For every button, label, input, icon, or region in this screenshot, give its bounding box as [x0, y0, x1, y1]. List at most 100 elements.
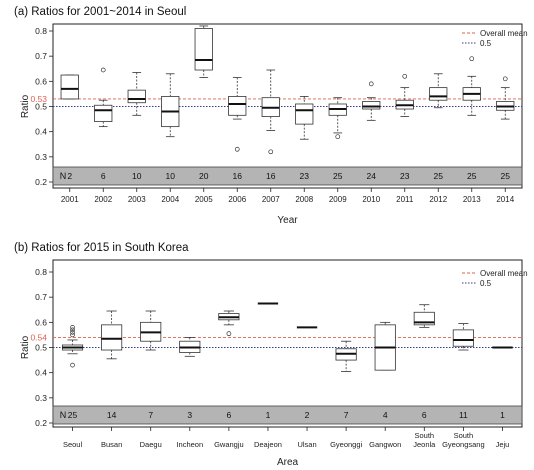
x-tick-label: 2004: [161, 195, 179, 204]
box-outlier: [70, 327, 75, 333]
x-tick-label: 2009: [329, 195, 347, 204]
n-count-label: 7: [148, 410, 153, 420]
n-strip-label: N: [60, 410, 67, 420]
box-outlier: [70, 330, 75, 335]
legend-reference-label: 0.5: [480, 279, 492, 288]
n-count-label: 25: [467, 171, 477, 181]
y-tick-label: 0.8: [35, 26, 47, 36]
legend-mean-label: Overall mean: [480, 29, 528, 38]
x-tick-label: Deajeon: [254, 440, 282, 449]
y-axis-label: Ratio: [20, 94, 31, 118]
x-tick-label: 2001: [61, 195, 79, 204]
x-tick-label: 2008: [295, 195, 313, 204]
n-count-label: 25: [68, 410, 78, 420]
box: [194, 28, 213, 71]
n-strip: [52, 405, 523, 425]
n-strip: [52, 166, 523, 186]
chart-panel-seoul: (a) Ratios for 2001~2014 in Seoul N 0.2 0.…: [14, 6, 528, 226]
y-tick-label: 0.3: [35, 152, 47, 162]
n-count-label: 6: [227, 410, 232, 420]
y-tick-label: 0.4: [35, 127, 47, 137]
box: [362, 101, 381, 110]
chart-title: (a) Ratios for 2001~2014 in Seoul: [14, 6, 187, 18]
y-tick-label: 0.8: [35, 267, 47, 277]
n-count-label: 2: [305, 410, 310, 420]
x-tick-label: Jeonla: [413, 440, 436, 449]
x-axis-label: Area: [277, 457, 299, 468]
box: [94, 104, 113, 123]
x-tick-label: South: [454, 431, 474, 440]
plot-frame: [52, 23, 523, 189]
box-outlier: [469, 56, 475, 62]
x-tick-label: 2011: [396, 195, 414, 204]
y-tick-label: 0.5: [35, 102, 47, 112]
box-outlier: [70, 332, 75, 338]
y-tick-label: 0.6: [35, 76, 47, 86]
box: [228, 96, 247, 116]
n-count-label: 4: [383, 410, 388, 420]
n-count-label: 2: [67, 171, 72, 181]
box: [429, 87, 448, 101]
x-tick-label: Gwangju: [214, 440, 244, 449]
x-tick-label: 2002: [94, 195, 112, 204]
x-tick-label: Daegu: [140, 440, 162, 449]
n-count-label: 16: [266, 171, 276, 181]
n-count-label: 23: [300, 171, 310, 181]
n-count-label: 25: [434, 171, 444, 181]
box-outlier: [335, 134, 341, 140]
box: [127, 89, 146, 104]
x-tick-label: Gyeongsang: [442, 440, 485, 449]
box: [295, 103, 314, 125]
box-outlier: [502, 76, 508, 82]
x-tick-label: 2006: [228, 195, 246, 204]
box-outlier: [268, 149, 274, 155]
x-tick-label: Gangwon: [369, 440, 401, 449]
x-axis-label: Year: [277, 215, 298, 226]
y-tick-label: 0.3: [35, 393, 47, 403]
x-tick-label: 2012: [429, 195, 447, 204]
y-tick-label: 0.4: [35, 368, 47, 378]
boxplot-seoul: N 0.2 0.3 0.4 0.5 0.6 0.7 0.8 Ratio 0.53 Overall m…: [20, 23, 528, 226]
n-count-label: 25: [501, 171, 511, 181]
n-count-label: 11: [459, 410, 468, 420]
n-count-label: 14: [107, 410, 117, 420]
x-tick-label: 2014: [496, 195, 514, 204]
box-outlier: [226, 331, 232, 337]
y-tick-label: 0.7: [35, 51, 47, 61]
n-count-label: 23: [400, 171, 410, 181]
chart-title: (b) Ratios for 2015 in South Korea: [14, 242, 189, 254]
box-outlier: [368, 81, 374, 87]
x-tick-label: Seoul: [63, 440, 83, 449]
box: [101, 324, 123, 351]
n-count-label: 20: [199, 171, 209, 181]
y-tick-label: 0.6: [35, 317, 47, 327]
plot-frame: [52, 259, 523, 428]
legend-mean-label: Overall mean: [480, 269, 528, 278]
x-tick-label: Jeju: [496, 440, 510, 449]
n-count-label: 10: [132, 171, 142, 181]
overall-mean-value-label: 0.54: [30, 332, 47, 342]
n-count-label: 1: [500, 410, 505, 420]
y-tick-label: 0.7: [35, 292, 47, 302]
n-count-label: 1: [266, 410, 271, 420]
x-tick-label: 2005: [195, 195, 213, 204]
legend-reference-label: 0.5: [480, 39, 492, 48]
x-tick-label: 2013: [463, 195, 481, 204]
n-strip-label: N: [60, 171, 67, 181]
n-count-label: 6: [422, 410, 427, 420]
n-count-label: 3: [187, 410, 192, 420]
overall-mean-value-label: 0.53: [30, 94, 47, 104]
x-tick-label: 2003: [128, 195, 146, 204]
x-tick-label: 2007: [262, 195, 280, 204]
y-tick-label: 0.2: [35, 177, 47, 187]
x-tick-label: Incheon: [176, 440, 203, 449]
y-tick-label: 0.2: [35, 418, 47, 428]
box: [60, 74, 79, 100]
box-outlier: [70, 362, 75, 368]
y-tick-label: 0.5: [35, 343, 47, 353]
n-count-label: 24: [367, 171, 377, 181]
x-tick-label: Gyeonggi: [330, 440, 362, 449]
n-count-label: 16: [233, 171, 243, 181]
x-tick-label: South: [414, 431, 434, 440]
x-tick-label: Busan: [101, 440, 122, 449]
